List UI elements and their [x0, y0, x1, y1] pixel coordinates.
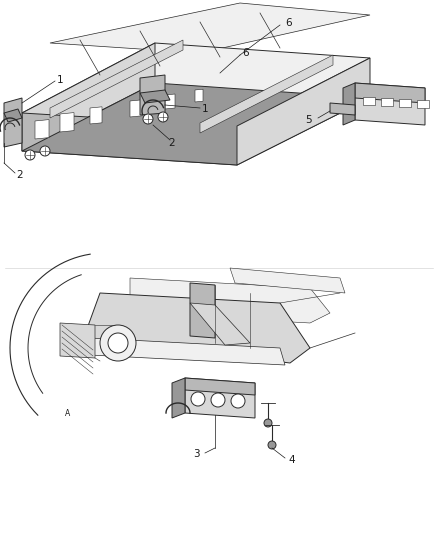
Polygon shape: [165, 94, 175, 109]
Polygon shape: [80, 293, 310, 363]
Text: 1: 1: [57, 75, 64, 85]
Circle shape: [211, 393, 225, 407]
Circle shape: [231, 394, 245, 408]
Polygon shape: [417, 100, 429, 108]
Polygon shape: [355, 83, 425, 125]
Text: 4: 4: [288, 455, 295, 465]
Circle shape: [143, 114, 153, 124]
Text: 6: 6: [285, 18, 292, 28]
Polygon shape: [22, 43, 370, 126]
Polygon shape: [230, 268, 345, 293]
Circle shape: [100, 325, 136, 361]
Polygon shape: [185, 378, 255, 418]
Circle shape: [25, 150, 35, 160]
Polygon shape: [50, 40, 183, 118]
Text: A: A: [65, 408, 71, 417]
Polygon shape: [4, 98, 22, 147]
Polygon shape: [200, 55, 333, 133]
Polygon shape: [140, 90, 170, 103]
Text: 6: 6: [242, 48, 249, 58]
Polygon shape: [185, 378, 255, 395]
Text: 3: 3: [193, 449, 200, 459]
Polygon shape: [190, 283, 215, 338]
Polygon shape: [50, 3, 370, 53]
Polygon shape: [172, 378, 185, 418]
Polygon shape: [130, 100, 142, 117]
Circle shape: [40, 146, 50, 156]
Polygon shape: [90, 338, 285, 365]
Circle shape: [158, 112, 168, 122]
Circle shape: [264, 419, 272, 427]
Text: 2: 2: [168, 138, 175, 148]
Circle shape: [268, 441, 276, 449]
Polygon shape: [190, 303, 250, 345]
Polygon shape: [195, 89, 203, 102]
Polygon shape: [237, 58, 370, 165]
Polygon shape: [343, 83, 355, 125]
Circle shape: [108, 333, 128, 353]
Polygon shape: [399, 99, 411, 107]
Polygon shape: [22, 83, 370, 165]
Polygon shape: [22, 113, 237, 165]
Polygon shape: [330, 103, 355, 115]
Polygon shape: [363, 97, 375, 105]
Polygon shape: [60, 323, 95, 358]
Polygon shape: [4, 109, 22, 122]
Polygon shape: [381, 98, 393, 106]
Polygon shape: [35, 119, 49, 139]
Polygon shape: [22, 43, 155, 151]
Text: 2: 2: [16, 170, 23, 180]
Text: 1: 1: [202, 104, 208, 114]
Circle shape: [191, 392, 205, 406]
Polygon shape: [140, 75, 165, 115]
Text: 5: 5: [305, 115, 312, 125]
Polygon shape: [130, 278, 330, 323]
Polygon shape: [60, 112, 74, 132]
Polygon shape: [355, 83, 425, 103]
Polygon shape: [90, 107, 102, 124]
